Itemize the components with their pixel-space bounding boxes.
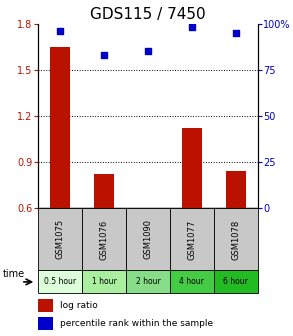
Point [234,30,238,36]
Bar [94,174,114,208]
Text: 6 hour: 6 hour [224,278,248,286]
Bar [170,270,214,293]
Bar [182,128,202,208]
Point [190,25,194,30]
Point [102,52,106,58]
Bar [170,208,214,270]
Text: 1 hour: 1 hour [92,278,116,286]
Text: GSM1075: GSM1075 [56,219,64,259]
Bar [214,208,258,270]
Text: log ratio: log ratio [60,301,98,310]
Bar [126,208,170,270]
Text: time: time [3,269,25,279]
Bar [38,208,82,270]
Text: GSM1077: GSM1077 [188,219,196,259]
Bar [50,47,70,208]
Point [146,49,150,54]
Text: GSM1090: GSM1090 [144,219,152,259]
Text: 0.5 hour: 0.5 hour [44,278,76,286]
Bar [38,299,54,312]
Text: 2 hour: 2 hour [136,278,160,286]
Bar [82,270,126,293]
Text: GSM1076: GSM1076 [100,219,108,259]
Point [58,28,62,34]
Text: GSM1078: GSM1078 [231,219,240,259]
Bar [126,270,170,293]
Bar [38,270,82,293]
Bar [214,270,258,293]
Bar [82,208,126,270]
Title: GDS115 / 7450: GDS115 / 7450 [90,7,206,23]
Bar [38,317,54,330]
Bar [226,171,246,208]
Text: 4 hour: 4 hour [180,278,204,286]
Text: percentile rank within the sample: percentile rank within the sample [60,319,213,328]
